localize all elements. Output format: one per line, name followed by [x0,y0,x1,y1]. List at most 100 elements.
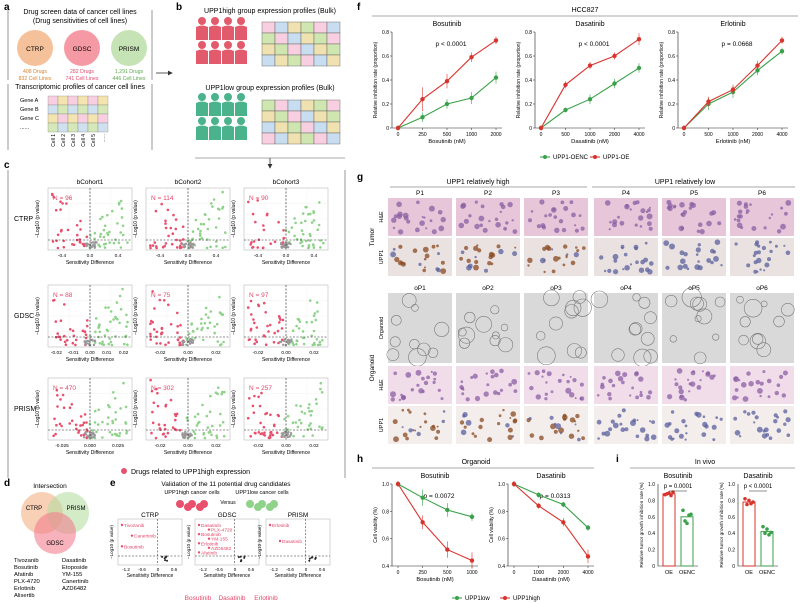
tissue-feature [612,253,619,260]
data-point [561,520,566,525]
matrix-cell [77,122,89,133]
tissue-feature [694,315,702,323]
volcano-point [174,227,178,231]
candidate-point [197,551,201,554]
tissue-feature [766,378,772,384]
chart-title: Erlotinib [720,21,745,28]
volcano-point [319,387,322,391]
p-value-annotation: p = 0.0313 [540,493,571,500]
candidate-label: Erlotinib [272,523,290,529]
data-point [469,514,475,519]
gene-label: Gene A [20,98,39,104]
volcano-point [313,312,317,315]
tissue-feature [746,412,751,416]
y-tick: 0.6 [382,537,389,543]
bar-point [747,498,751,503]
volcano-point [262,228,266,232]
volcano-point [306,428,310,431]
volcano-point [209,394,212,398]
bar-point [743,496,747,501]
tissue-feature [419,425,422,428]
volcano-point [172,213,175,217]
volcano-point [174,218,178,221]
x-tick: 1000 [727,132,738,138]
tissue-feature [464,245,469,251]
candidate-label: Dasatinib [282,539,302,545]
volcano-point-ns [286,243,289,246]
x-tick: 0.00 [281,443,291,449]
volcano-point [199,234,202,237]
tissue-feature [402,262,405,265]
tissue-feature [433,377,437,381]
y-tick: 0.8 [498,509,505,515]
tissue-feature [406,219,411,224]
volcano-point [221,246,224,250]
validation-point [240,559,243,562]
tissue-feature [461,392,465,396]
volcano-point [118,321,121,325]
x-axis-label: Sensitivity Difference [204,573,251,579]
tissue-feature [425,227,428,230]
matrix-cell [326,121,341,134]
tissue-feature [783,244,786,247]
x-tick: 0.4 [213,253,220,259]
volcano-point [196,421,200,425]
tissue-feature [706,220,712,227]
histology-image [524,366,588,404]
tissue-feature [665,265,670,270]
matrix-cell [261,132,276,145]
tissue-feature [480,204,485,209]
tissue-feature [421,216,424,218]
tissue-feature [437,210,443,215]
volcano-point [320,391,324,394]
volcano-point [150,319,153,323]
y-axis-label: −Log10 (p value) [35,297,41,335]
panel-e-bottom-drugs: Bosutinib Dasatinib Erlotinib [185,595,279,602]
volcano-point [119,246,123,249]
candidate-point [207,546,211,550]
volcano-point [169,226,173,230]
matrix-cell [97,113,109,124]
tissue-feature [421,389,425,394]
tissue-feature [417,342,431,357]
volcano-point [98,235,102,238]
volcano-point [65,202,68,205]
volcano-point [182,238,185,241]
stain-row-label: UPP1 [379,418,385,432]
histology-image [662,293,726,363]
tissue-feature [701,370,704,373]
volcano-point [108,430,112,434]
x-tick: 0.6 [319,567,326,572]
panel-c-bracket [7,170,346,478]
tissue-feature [607,392,612,397]
high-cell-icon [200,500,208,508]
x-axis-label: Sensitivity Difference [66,450,114,456]
volcano-point [68,406,72,410]
volcano-point [171,426,175,429]
candidate-label: Erlotinib [201,541,219,547]
volcano-point [101,340,104,344]
volcano-point [291,421,295,425]
tissue-feature [738,435,742,438]
tissue-feature [780,223,786,230]
tissue-feature [712,333,720,341]
stain-row-label: H&E [379,211,385,223]
tissue-feature [651,420,655,424]
tissue-feature [781,393,786,398]
volcano-point-ns [188,340,191,344]
histology-image [456,238,520,276]
bar-point [681,508,685,513]
validation-point [314,556,317,559]
tissue-feature [559,432,563,435]
matrix-cell [261,121,276,134]
tissue-feature [622,268,625,271]
volcano-point [190,323,193,326]
volcano-point [164,226,168,230]
volcano-point [299,404,302,408]
volcano-point [96,423,100,426]
panel-letter-d: d [4,478,10,489]
volcano-point [187,332,191,336]
y-axis-label: −Log10 (p value) [133,297,139,335]
volcano-point [124,421,127,424]
